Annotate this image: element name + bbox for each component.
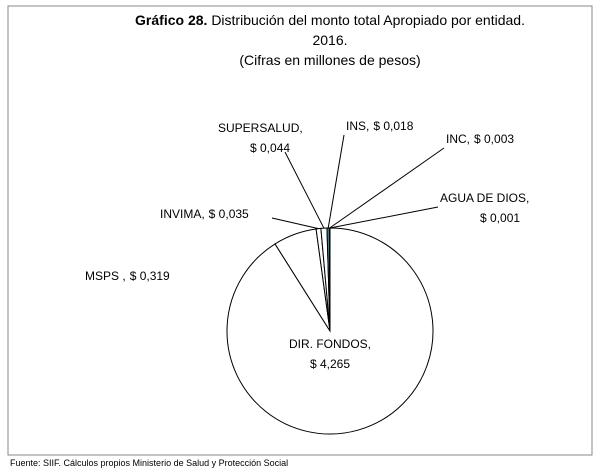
label-value: $ 0,003 (474, 132, 514, 146)
leader-line (327, 134, 345, 229)
data-label: SUPERSALUD, (218, 121, 303, 135)
data-label: $ 4,265 (310, 357, 350, 371)
data-label: DIR. FONDOS, (289, 337, 371, 351)
label-value: $ 0,001 (480, 211, 520, 225)
data-label: AGUA DE DIOS, (440, 191, 529, 205)
label-value: $ 4,265 (310, 357, 350, 371)
label-value: $ 0,018 (373, 119, 413, 133)
chart-title: Gráfico 28. Distribución del monto total… (120, 10, 540, 50)
data-label: $ 0,044 (250, 141, 290, 155)
leader-line (284, 151, 325, 229)
data-label: INVIMA, $ 0,035 (160, 207, 249, 221)
label-category: INVIMA, (160, 207, 205, 221)
label-category: SUPERSALUD, (218, 121, 303, 135)
data-label: $ 0,001 (480, 211, 520, 225)
data-label: MSPS , $ 0,319 (85, 269, 170, 283)
label-value: $ 0,035 (209, 207, 249, 221)
leader-line (271, 217, 319, 230)
label-category: MSPS , (85, 269, 126, 283)
label-value: $ 0,044 (250, 141, 290, 155)
title-label: Gráfico 28. (135, 12, 208, 28)
title-text: Distribución del monto total Apropiado p… (211, 12, 525, 48)
data-label: INS, $ 0,018 (346, 119, 414, 133)
label-category: DIR. FONDOS, (289, 337, 371, 351)
leader-line (329, 206, 439, 229)
source-note: Fuente: SIIF. Cálculos propios Ministeri… (10, 458, 289, 468)
label-category: AGUA DE DIOS, (440, 191, 529, 205)
chart-subtitle: (Cifras en millones de pesos) (239, 52, 421, 68)
label-category: INC, (446, 132, 470, 146)
data-label: INC, $ 0,003 (446, 132, 514, 146)
label-value: $ 0,319 (130, 269, 170, 283)
label-category: INS, (346, 119, 369, 133)
leader-line (329, 147, 445, 229)
